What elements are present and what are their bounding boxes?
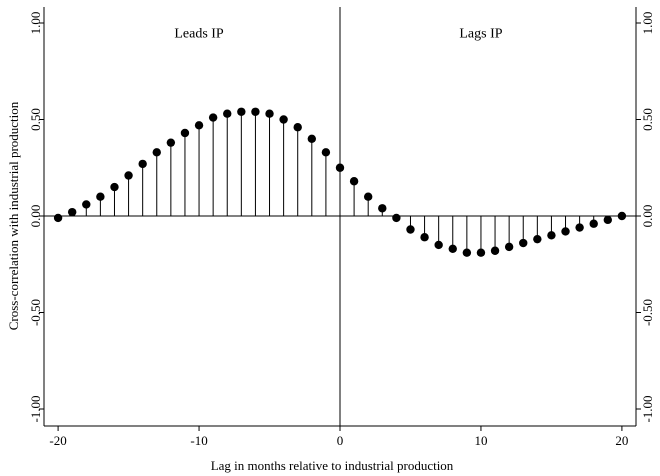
- data-point: [406, 225, 414, 233]
- y-tick-label-left: 0.00: [28, 205, 43, 228]
- x-axis-title: Lag in months relative to industrial pro…: [211, 458, 454, 473]
- data-point: [519, 239, 527, 247]
- y-tick-label-left: -1.00: [28, 395, 43, 422]
- y-tick-label-left: 0.50: [28, 108, 43, 131]
- x-tick-label: -20: [49, 433, 66, 448]
- data-point: [167, 138, 175, 146]
- data-point: [336, 164, 344, 172]
- x-ticks: -20 -10 0 10 20: [49, 426, 628, 448]
- data-point: [364, 193, 372, 201]
- y-ticks-left: -1.00 -0.50 0.00 0.50 1.00: [28, 12, 44, 423]
- y-tick-label-left: 1.00: [28, 12, 43, 35]
- x-tick-label: 0: [337, 433, 344, 448]
- data-point: [505, 243, 513, 251]
- y-tick-label-right: 1.00: [640, 12, 655, 35]
- data-point: [547, 231, 555, 239]
- data-point: [82, 200, 90, 208]
- data-point: [604, 216, 612, 224]
- data-point: [308, 135, 316, 143]
- data-point: [322, 148, 330, 156]
- data-point: [350, 177, 358, 185]
- data-point: [54, 214, 62, 222]
- data-point: [124, 171, 132, 179]
- data-point: [491, 247, 499, 255]
- y-axis-title: Cross-correlation with industrial produc…: [6, 101, 21, 330]
- data-point: [294, 123, 302, 131]
- data-point: [110, 183, 118, 191]
- data-point: [195, 121, 203, 129]
- data-point: [434, 241, 442, 249]
- data-point: [181, 129, 189, 137]
- data-point: [265, 110, 273, 118]
- y-tick-label-right: 0.50: [640, 108, 655, 131]
- x-tick-label: 10: [474, 433, 487, 448]
- data-point: [590, 220, 598, 228]
- data-point: [463, 248, 471, 256]
- data-point: [420, 233, 428, 241]
- x-tick-label: 20: [615, 433, 628, 448]
- x-tick-label: -10: [190, 433, 207, 448]
- data-point: [209, 113, 217, 121]
- data-point: [477, 248, 485, 256]
- data-point: [153, 148, 161, 156]
- y-ticks-right: -1.00 -0.50 0.00 0.50 1.00: [636, 12, 655, 423]
- data-point: [618, 212, 626, 220]
- y-tick-label-right: -1.00: [640, 395, 655, 422]
- y-tick-label-right: -0.50: [640, 299, 655, 326]
- data-point: [449, 245, 457, 253]
- data-point: [68, 208, 76, 216]
- data-point: [251, 108, 259, 116]
- data-point: [279, 115, 287, 123]
- data-point: [96, 193, 104, 201]
- data-point: [533, 235, 541, 243]
- annotations: Leads IP Lags IP: [174, 27, 502, 42]
- data-point: [575, 223, 583, 231]
- y-tick-label-left: -0.50: [28, 299, 43, 326]
- data-point: [237, 108, 245, 116]
- data-point: [223, 110, 231, 118]
- data-point: [138, 160, 146, 168]
- data-point: [561, 227, 569, 235]
- annotation-label: Lags IP: [459, 27, 502, 42]
- annotation-label: Leads IP: [174, 27, 224, 42]
- y-tick-label-right: 0.00: [640, 205, 655, 228]
- data-point: [378, 204, 386, 212]
- data-point: [392, 214, 400, 222]
